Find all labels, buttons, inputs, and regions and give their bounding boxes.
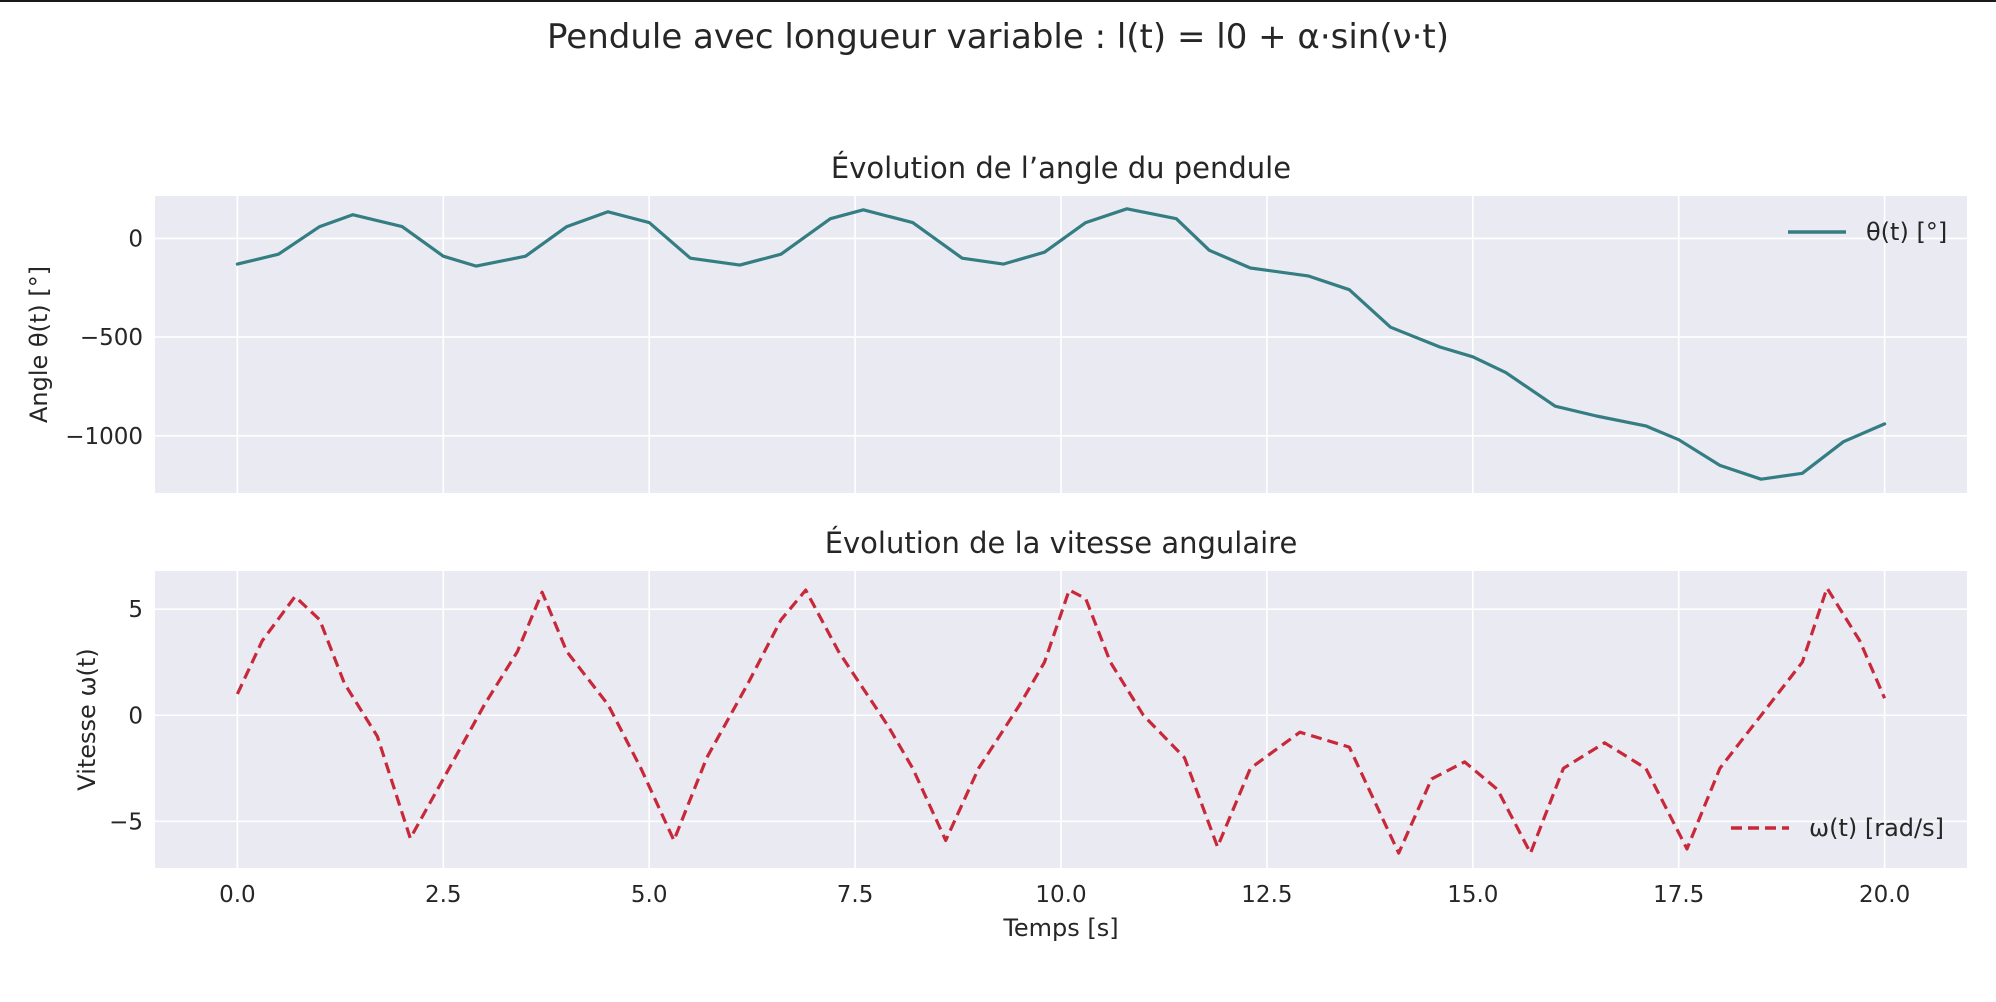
angle-series — [235, 207, 1887, 481]
figure-title: Pendule avec longueur variable : l(t) = … — [547, 17, 1449, 57]
angle-panel: 0 −500 −1000 Évolution de l’angle du pendu… — [25, 151, 1967, 493]
velocity-x-axis-label: Temps [s] — [1002, 914, 1118, 942]
velocity-series — [235, 586, 1887, 855]
y-tick-label: 5 — [128, 597, 143, 623]
velocity-legend-label: ω(t) [rad/s] — [1809, 814, 1944, 842]
angle-y-axis-label: Angle θ(t) [°] — [25, 266, 53, 423]
velocity-panel-title: Évolution de la vitesse angulaire — [825, 526, 1298, 560]
x-tick-label: 0.0 — [219, 882, 256, 908]
velocity-legend: ω(t) [rad/s] — [1731, 814, 1944, 842]
y-tick-label: 0 — [128, 703, 143, 729]
series-line — [235, 586, 1887, 855]
y-tick-label: −1000 — [65, 424, 143, 450]
x-tick-label: 10.0 — [1035, 882, 1086, 908]
x-tick-label: 5.0 — [631, 882, 668, 908]
velocity-grid — [155, 571, 1967, 868]
velocity-y-axis-label: Vitesse ω(t) — [73, 648, 101, 790]
x-tick-label: 7.5 — [837, 882, 874, 908]
figure-top-border — [0, 0, 1996, 2]
velocity-panel: 0.0 2.5 5.0 7.5 10.0 12.5 15.0 17.5 20.0 5 0 −5 Évo… — [73, 526, 1967, 942]
x-tick-label: 12.5 — [1241, 882, 1292, 908]
series-line — [235, 207, 1887, 481]
x-tick-label: 2.5 — [425, 882, 462, 908]
angle-legend-label: θ(t) [°] — [1866, 218, 1947, 246]
angle-panel-title: Évolution de l’angle du pendule — [831, 151, 1291, 185]
y-tick-label: −500 — [80, 325, 143, 351]
velocity-tick-labels: 0.0 2.5 5.0 7.5 10.0 12.5 15.0 17.5 20.0 5 0 −5 — [109, 597, 1910, 908]
x-tick-label: 17.5 — [1653, 882, 1704, 908]
x-tick-label: 20.0 — [1859, 882, 1910, 908]
angle-legend: θ(t) [°] — [1788, 218, 1947, 246]
y-tick-label: 0 — [128, 226, 143, 252]
x-tick-label: 15.0 — [1447, 882, 1498, 908]
y-tick-label: −5 — [109, 809, 143, 835]
angle-tick-labels: 0 −500 −1000 — [65, 226, 143, 449]
